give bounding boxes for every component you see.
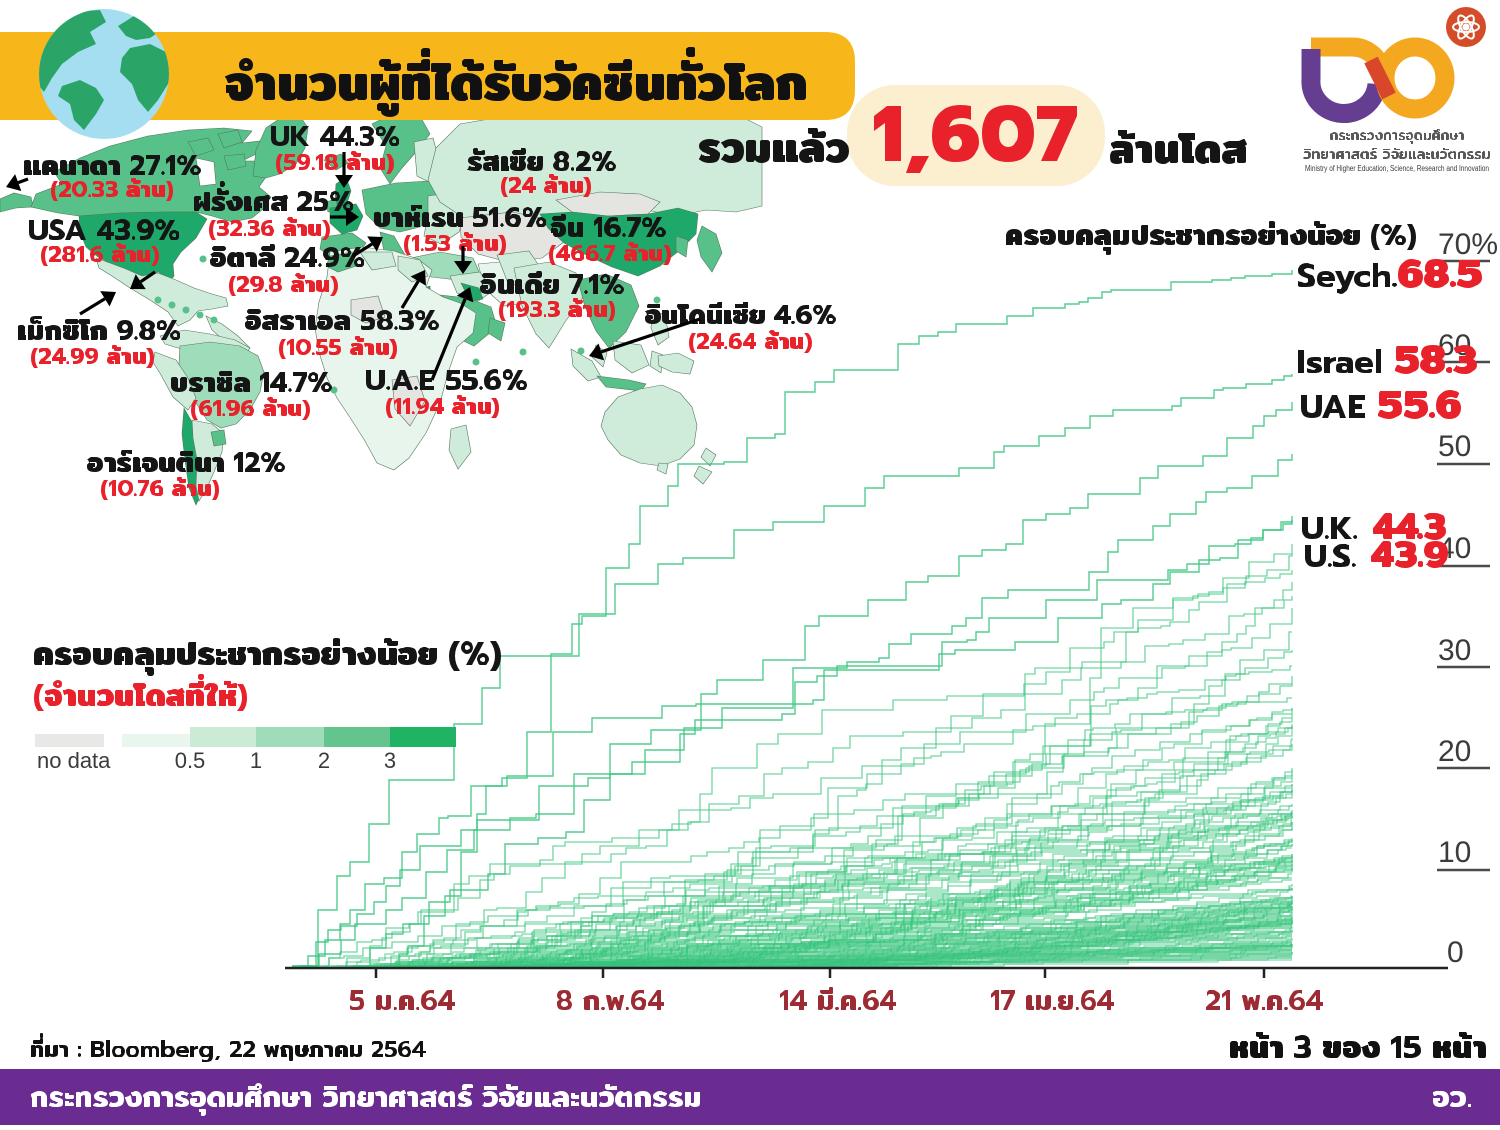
svg-text:0: 0: [1447, 936, 1464, 969]
svg-text:1: 1: [250, 748, 262, 773]
svg-text:50: 50: [1438, 430, 1471, 463]
svg-text:0.5: 0.5: [175, 748, 206, 773]
svg-text:20: 20: [1438, 735, 1471, 768]
svg-text:no data: no data: [37, 748, 111, 773]
svg-text:Ministry of Higher Education,: Ministry of Higher Education, Science, R…: [1305, 164, 1489, 173]
svg-text:30: 30: [1438, 634, 1471, 667]
svg-text:3: 3: [384, 748, 396, 773]
svg-text:10: 10: [1438, 836, 1471, 869]
svg-text:2: 2: [318, 748, 330, 773]
svg-text:70%: 70%: [1438, 228, 1498, 261]
